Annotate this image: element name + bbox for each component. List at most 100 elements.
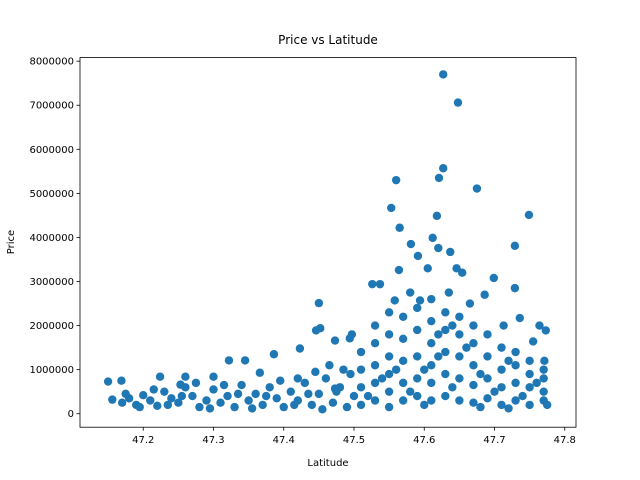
point [504, 404, 513, 413]
point [240, 356, 250, 365]
point [103, 377, 113, 386]
point [135, 402, 144, 412]
point [384, 308, 394, 317]
point [413, 391, 422, 401]
y-tick-label: 4000000 [29, 233, 74, 244]
point [363, 391, 373, 401]
point [427, 316, 436, 326]
point [295, 344, 305, 353]
point [539, 365, 548, 374]
x-tick-label: 47.4 [273, 435, 295, 446]
point [391, 175, 401, 185]
point [483, 374, 492, 383]
point [155, 372, 165, 381]
point [469, 398, 478, 407]
point [448, 383, 457, 392]
point [328, 398, 338, 407]
point [427, 378, 436, 388]
point [439, 164, 448, 173]
point [525, 356, 534, 366]
point [181, 372, 190, 381]
point [390, 296, 399, 305]
point [504, 356, 513, 366]
point [413, 352, 422, 361]
x-axis-label: Latitude [307, 458, 348, 469]
point [139, 391, 148, 400]
x-tick-label: 47.2 [132, 435, 154, 446]
y-tick-label: 1000000 [29, 365, 74, 376]
point [293, 374, 302, 383]
point [455, 396, 464, 405]
point [316, 324, 325, 333]
point [472, 184, 482, 193]
point [290, 400, 299, 410]
point [497, 400, 506, 410]
point [345, 334, 354, 343]
point [384, 369, 394, 379]
point [349, 391, 359, 401]
point [469, 380, 478, 390]
point [272, 394, 281, 403]
point [465, 299, 475, 308]
point [375, 279, 385, 289]
point [542, 400, 552, 410]
point [384, 402, 394, 412]
point [476, 369, 485, 379]
point [356, 383, 366, 392]
point [370, 378, 380, 388]
point [490, 387, 499, 396]
point [455, 374, 464, 383]
point [420, 365, 429, 374]
y-tick-label: 3000000 [29, 277, 74, 288]
y-tick-label: 6000000 [29, 145, 74, 156]
point [370, 396, 380, 405]
point [307, 400, 317, 410]
points [103, 70, 552, 414]
point [395, 223, 404, 232]
point [455, 312, 464, 321]
plot-frame [79, 57, 577, 428]
point [448, 321, 457, 330]
point [413, 325, 422, 335]
point [518, 391, 527, 401]
point [304, 389, 313, 399]
point [149, 385, 158, 394]
point [455, 352, 464, 361]
point [434, 243, 443, 253]
point [469, 321, 478, 330]
point [510, 283, 520, 293]
x-tick-label: 47.3 [202, 435, 224, 446]
point [511, 378, 520, 388]
point [457, 268, 467, 277]
point [540, 356, 549, 366]
point [528, 337, 538, 346]
point [384, 387, 394, 396]
point [489, 273, 499, 283]
point [441, 325, 450, 335]
point [441, 347, 450, 357]
point [321, 374, 331, 383]
point [539, 374, 548, 383]
point [163, 400, 173, 410]
point [332, 387, 341, 396]
point [497, 343, 506, 352]
point [224, 356, 234, 365]
point [405, 387, 415, 396]
point [205, 404, 215, 413]
point [398, 312, 408, 321]
point [209, 385, 218, 394]
point [258, 400, 267, 410]
x-tick-label: 47.7 [483, 435, 505, 446]
x-tick-label: 47.6 [413, 435, 435, 446]
point [356, 365, 366, 374]
point [202, 396, 211, 405]
point [108, 395, 117, 404]
point [535, 321, 544, 330]
point [515, 313, 524, 323]
point [356, 347, 366, 357]
point [276, 376, 285, 385]
point [413, 303, 422, 313]
point [483, 352, 492, 361]
point [191, 378, 201, 388]
point [387, 203, 396, 213]
